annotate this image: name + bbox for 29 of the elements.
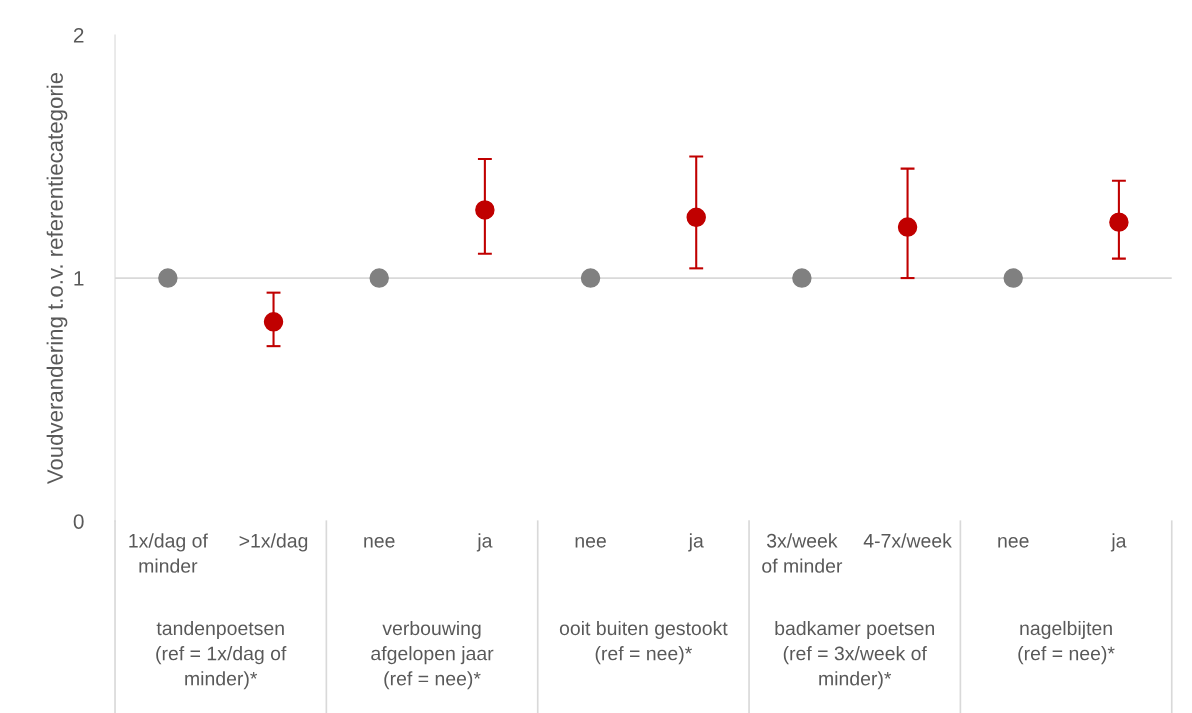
text: ooit buiten gestookt (ref = nee)*: [559, 620, 728, 665]
point: [158, 268, 178, 288]
x-tick-label: 3x/week of minder: [762, 533, 843, 573]
point: [475, 200, 495, 220]
x-tick-label: ja: [1110, 533, 1127, 552]
y-tick-label: 1: [74, 271, 84, 286]
x-tick-label: ja: [476, 533, 493, 552]
point: [792, 268, 812, 288]
point: [686, 207, 706, 228]
x-tick-label: ja: [688, 533, 704, 552]
x-tick-label: 1x/dag of minder: [129, 533, 208, 573]
point: [369, 268, 389, 288]
point: [263, 312, 284, 332]
x-tick-label: 4-7x/week: [863, 533, 952, 548]
text: verbouwing afgelopen jaar (ref = nee)*: [371, 620, 494, 690]
point: [1109, 212, 1129, 232]
y-tick-label: 0: [73, 514, 84, 529]
text: nagelbijten (ref = nee)*: [1018, 620, 1115, 665]
x-tick-label: nee: [364, 536, 395, 548]
x-tick-label: nee: [575, 536, 606, 548]
text: tandenpoetsen (ref = 1x/dag of minder)*: [156, 620, 287, 690]
point: [897, 217, 918, 237]
point: [580, 268, 601, 288]
x-tick-label: nee: [998, 536, 1029, 548]
y-tick-label: 2: [73, 27, 84, 43]
y-axis-title: Voudverandering t.o.v. referentiecategorie: [46, 72, 68, 485]
point: [1003, 268, 1023, 288]
text: badkamer poetsen (ref = 3x/week of minder)*: [775, 620, 934, 690]
x-tick-label: >1x/dag: [239, 533, 308, 552]
